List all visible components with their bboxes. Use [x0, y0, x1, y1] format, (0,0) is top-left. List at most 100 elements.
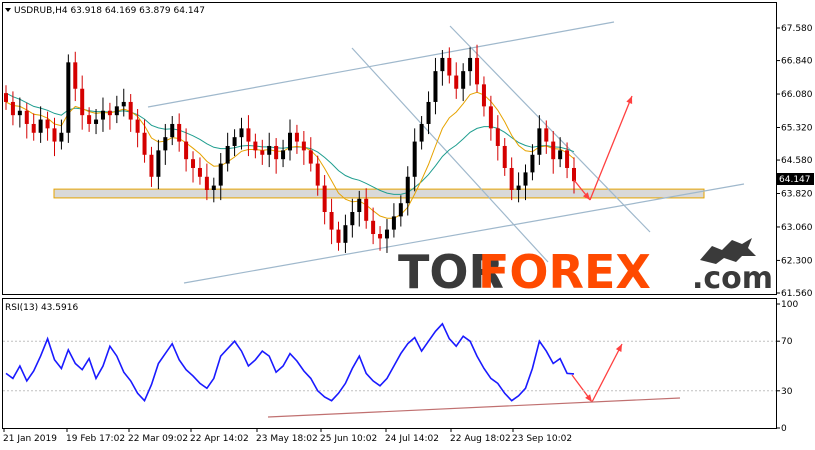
candle — [426, 91, 431, 135]
candle — [481, 76, 486, 117]
price-tick-label: 61.560 — [781, 289, 813, 299]
candle — [10, 91, 15, 126]
candle — [475, 44, 480, 93]
candle — [52, 117, 57, 157]
price-tick-label: 63.820 — [781, 190, 813, 200]
price-tick-label: 64.580 — [781, 156, 813, 166]
candle — [232, 129, 237, 157]
candle — [357, 190, 362, 227]
candle — [336, 221, 341, 251]
price-tick-label: 63.060 — [781, 223, 813, 233]
candle — [398, 195, 403, 227]
rsi-tick-label: 0 — [781, 424, 787, 434]
current-price-label: 64.147 — [779, 175, 811, 185]
candle — [246, 115, 251, 157]
candle — [551, 131, 556, 174]
candle — [211, 177, 216, 203]
time-tick-label: 22 Aug 18:02 — [450, 434, 511, 444]
candle — [218, 153, 223, 201]
candle — [440, 50, 445, 86]
channel-lower-line — [183, 183, 745, 284]
candle — [454, 62, 459, 99]
candle — [24, 102, 29, 139]
bull-bear-logo-icon — [700, 238, 756, 264]
down-channel-upper-line — [449, 25, 651, 233]
candle — [73, 51, 78, 102]
candle — [100, 97, 105, 132]
candle — [343, 214, 348, 253]
candle — [294, 124, 299, 154]
candle — [565, 142, 570, 179]
candle — [308, 137, 313, 172]
price-tick-label: 67.580 — [781, 24, 813, 34]
watermark-tor: TOR — [398, 245, 504, 299]
candle — [502, 138, 507, 176]
candle — [80, 75, 85, 130]
candle — [191, 151, 196, 183]
candle — [301, 131, 306, 165]
candle — [572, 157, 576, 194]
candle — [170, 116, 175, 146]
time-tick-label: 19 Feb 17:02 — [66, 434, 125, 444]
price-tick-label: 65.320 — [781, 123, 813, 133]
price-panel — [2, 2, 777, 295]
time-tick-label: 22 Apr 14:02 — [190, 434, 249, 444]
candle — [350, 198, 355, 238]
time-tick-label: 25 Jun 10:02 — [320, 434, 377, 444]
candle — [488, 95, 493, 141]
candle — [391, 203, 396, 238]
rsi-up-arrow-icon — [591, 343, 623, 403]
candle — [225, 132, 230, 172]
candle — [523, 164, 528, 201]
price-tick-label: 62.300 — [781, 256, 813, 266]
candle — [530, 144, 535, 181]
candle — [87, 107, 92, 132]
candle — [38, 106, 43, 143]
candle — [17, 97, 22, 128]
rsi-line — [5, 322, 575, 403]
candle — [149, 146, 154, 187]
candle — [66, 54, 71, 143]
candle — [142, 119, 147, 163]
dropdown-triangle-icon — [5, 8, 11, 12]
candle — [128, 94, 133, 132]
rsi-tick-label: 30 — [781, 387, 793, 397]
candle — [378, 226, 383, 251]
time-tick-label: 22 Mar 09:02 — [128, 434, 188, 444]
candle — [163, 123, 168, 165]
candle — [371, 207, 376, 245]
candle — [45, 111, 50, 141]
price-tick-label: 66.080 — [781, 90, 813, 100]
time-tick-label: 23 Sep 10:02 — [512, 434, 572, 444]
candle — [447, 47, 452, 84]
candle — [322, 175, 327, 225]
candle — [260, 139, 265, 165]
watermark-forex: FOREX — [478, 245, 651, 299]
candle — [329, 198, 334, 245]
candle — [433, 57, 438, 115]
candle — [177, 113, 182, 152]
candle — [495, 115, 500, 161]
candle — [558, 137, 563, 168]
candle — [516, 172, 521, 203]
candle — [364, 188, 369, 229]
rsi-trend-line — [267, 397, 681, 418]
down-channel-lower-line — [351, 47, 549, 263]
candle — [544, 120, 549, 154]
candle — [405, 166, 410, 216]
candle — [267, 132, 272, 168]
candle — [281, 139, 286, 168]
candle — [468, 47, 473, 86]
candle — [384, 219, 389, 253]
candle — [4, 85, 8, 110]
time-tick-label: 23 May 18:02 — [256, 434, 318, 444]
current-price-tag: 64.147 — [776, 173, 814, 185]
candle — [274, 138, 279, 174]
candle — [121, 88, 126, 117]
candle — [315, 155, 320, 196]
candle — [239, 117, 244, 150]
channel-upper-line — [147, 21, 615, 108]
candle — [253, 133, 258, 159]
price-down-arrow-icon — [573, 179, 591, 201]
price-tick-label: 66.840 — [781, 57, 813, 67]
